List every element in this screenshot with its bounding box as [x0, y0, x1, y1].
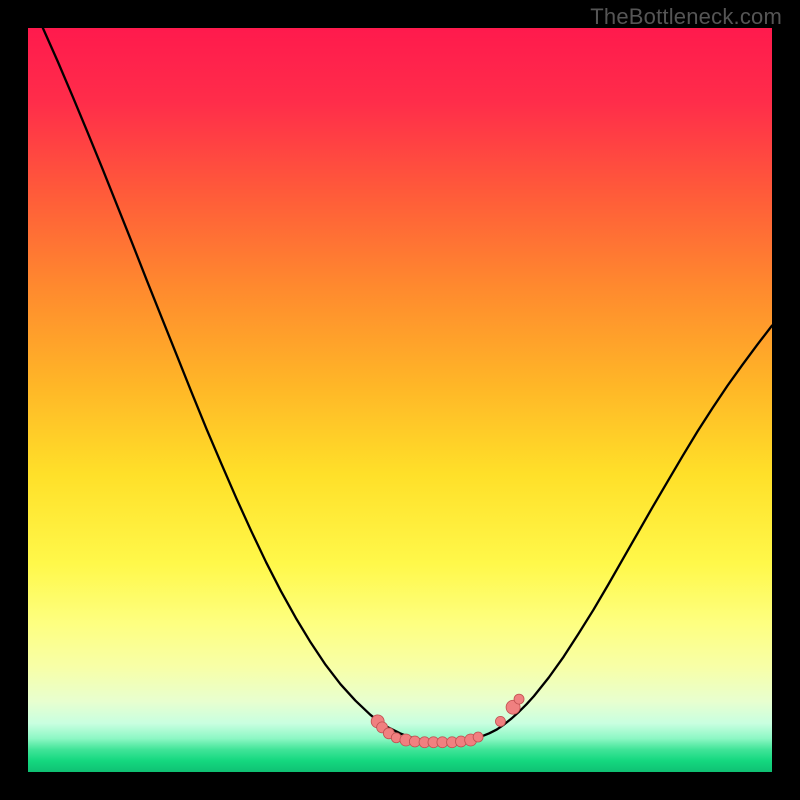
plot-svg	[28, 28, 772, 772]
gradient-background	[28, 28, 772, 772]
valley-marker	[473, 732, 483, 742]
valley-marker	[514, 694, 524, 704]
watermark-text: TheBottleneck.com	[590, 4, 782, 30]
plot-area	[28, 28, 772, 772]
chart-container: TheBottleneck.com	[0, 0, 800, 800]
valley-marker	[495, 716, 505, 726]
